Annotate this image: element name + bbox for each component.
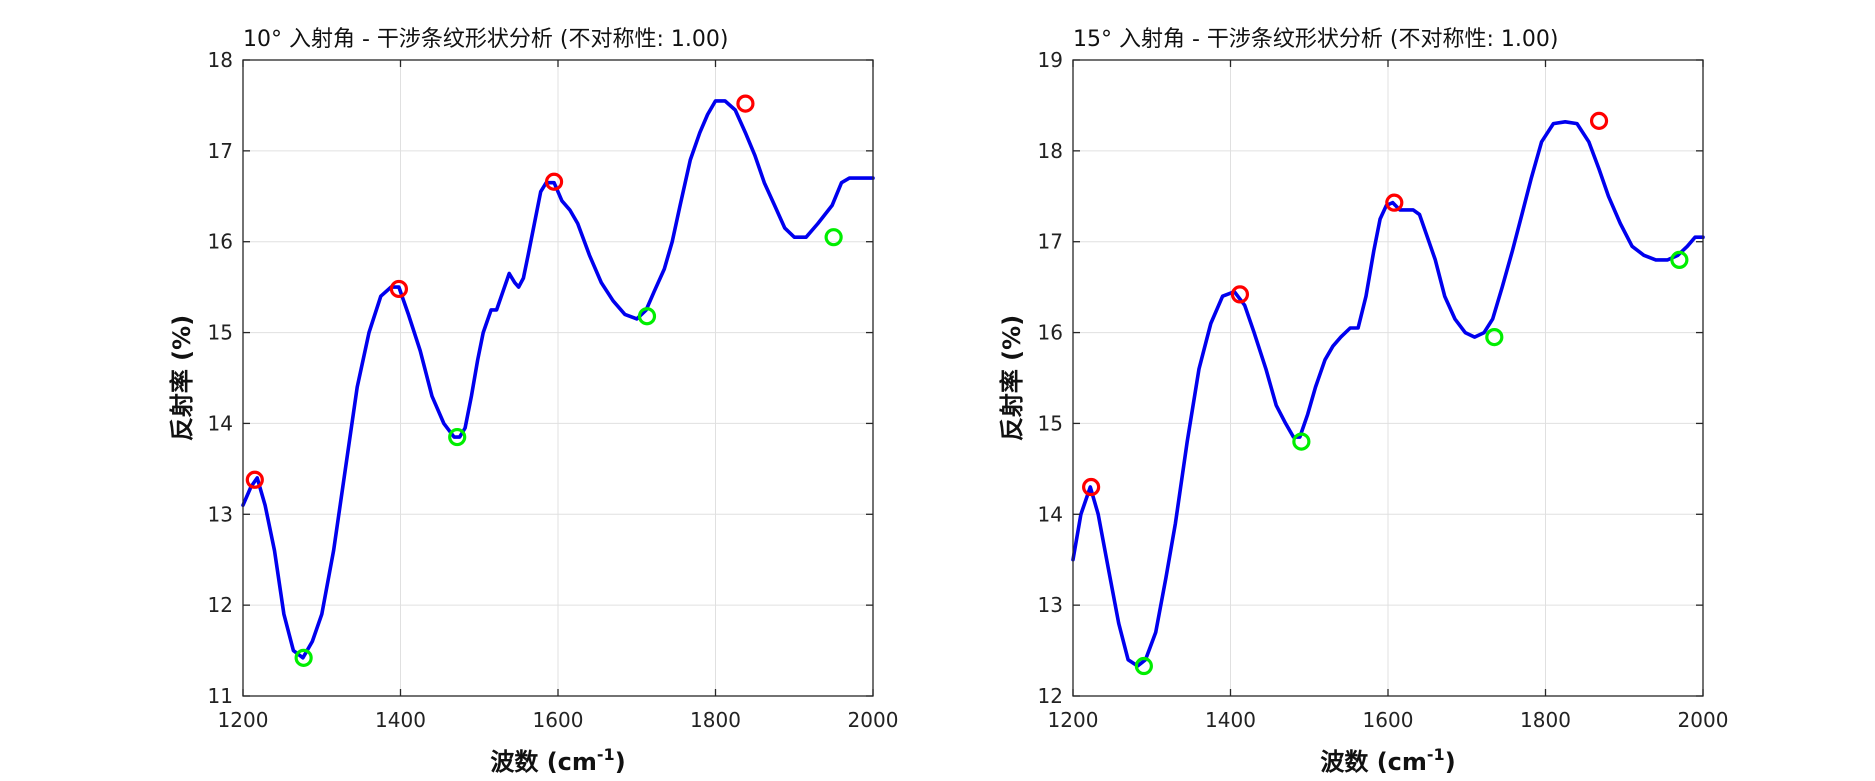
peak-marker — [1589, 111, 1609, 130]
y-tick-label: 16 — [1038, 321, 1063, 345]
x-tick-label: 1200 — [1048, 708, 1099, 732]
ticks-15: 1200 1400 1600 1800 2000 12 13 14 15 16 17 18 19 — [1038, 48, 1729, 732]
y-tick-label: 15 — [1038, 411, 1063, 435]
y-tick-label: 18 — [208, 48, 233, 72]
valley-marker — [1134, 656, 1153, 676]
valley-marker — [294, 648, 313, 667]
x-tick-label: 1600 — [533, 708, 584, 732]
peak-marker — [1082, 477, 1101, 497]
peak-marker — [389, 279, 409, 299]
y-tick-label: 12 — [208, 593, 233, 617]
reflectance-line-10 — [241, 99, 875, 660]
y-tick-label: 14 — [1038, 502, 1063, 526]
y-tick-label: 17 — [1038, 230, 1063, 254]
x-tick-label: 1400 — [375, 708, 426, 732]
y-tick-label: 18 — [1038, 139, 1063, 163]
valley-marker — [824, 228, 843, 247]
x-tick-label: 1400 — [1205, 708, 1256, 732]
chart-10-degree: 1200 1400 1600 1800 2000 11 12 13 14 15 16 17 18 10°… — [168, 27, 898, 776]
grid-15 — [1072, 59, 1704, 697]
valley-marker — [448, 427, 467, 447]
x-tick-label: 1600 — [1363, 708, 1414, 732]
y-axis-label-15: 反射率 (%) — [998, 315, 1026, 441]
peak-marker — [1385, 193, 1404, 212]
peak-marker — [544, 172, 564, 191]
y-tick-label: 17 — [208, 139, 233, 163]
peak-marker — [1230, 285, 1250, 304]
peak-marker — [245, 470, 264, 489]
y-axis-label-10: 反射率 (%) — [168, 315, 196, 441]
x-tick-label: 1800 — [690, 708, 741, 732]
y-tick-label: 16 — [208, 230, 233, 254]
x-axis-label-15: 波数 (cm-1) — [1320, 745, 1455, 776]
chart-title-10: 10° 入射角 - 干涉条纹形状分析 (不对称性: 1.00) — [243, 27, 728, 52]
x-axis-label-10: 波数 (cm-1) — [490, 745, 625, 776]
chart-15-degree: 1200 1400 1600 1800 2000 12 13 14 15 16 17 18 19 15°… — [998, 27, 1728, 776]
y-tick-label: 12 — [1038, 684, 1063, 708]
markers-15 — [1082, 111, 1689, 676]
series-10 — [241, 99, 875, 660]
x-tick-label: 1200 — [218, 708, 269, 732]
ticks-10: 1200 1400 1600 1800 2000 11 12 13 14 15 16 17 18 — [208, 48, 899, 732]
x-tick-label: 1800 — [1520, 708, 1571, 732]
y-tick-label: 15 — [208, 321, 233, 345]
y-tick-label: 19 — [1038, 48, 1063, 72]
x-tick-label: 2000 — [1678, 708, 1729, 732]
x-tick-label: 2000 — [848, 708, 899, 732]
markers-10 — [245, 94, 843, 667]
valley-marker — [1670, 250, 1689, 269]
series-15 — [1071, 120, 1705, 668]
valley-marker — [637, 307, 657, 326]
y-tick-label: 13 — [208, 502, 233, 526]
y-tick-label: 13 — [1038, 593, 1063, 617]
reflectance-line-15 — [1071, 120, 1705, 668]
y-tick-label: 11 — [208, 684, 233, 708]
peak-marker — [736, 94, 755, 113]
y-tick-label: 14 — [208, 411, 233, 435]
grid-10 — [242, 59, 874, 697]
chart-title-15: 15° 入射角 - 干涉条纹形状分析 (不对称性: 1.00) — [1073, 27, 1558, 52]
valley-marker — [1485, 328, 1504, 347]
valley-marker — [1292, 432, 1311, 451]
